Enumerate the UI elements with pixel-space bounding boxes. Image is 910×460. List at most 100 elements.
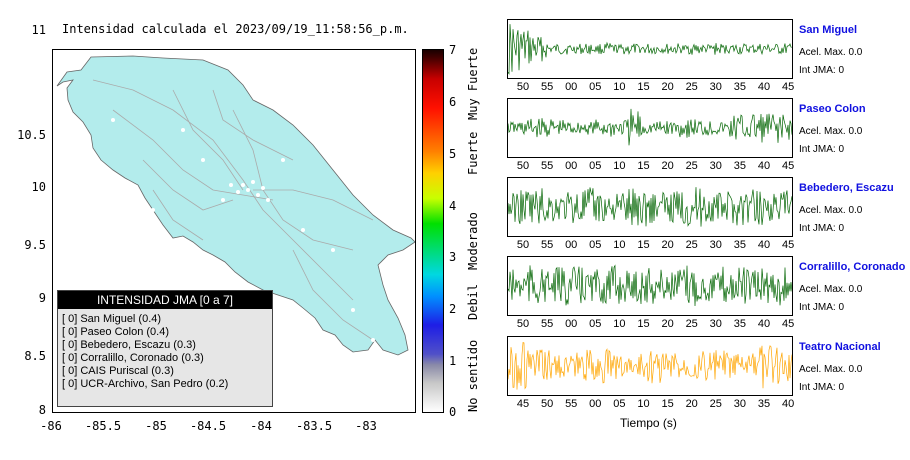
time-tick: 45: [781, 160, 795, 172]
time-tick: 45: [781, 239, 795, 251]
time-tick: 25: [709, 398, 722, 410]
intensity-legend: INTENSIDAD JMA [0 a 7] [ 0] San Miguel (…: [57, 290, 273, 407]
time-tick: 45: [516, 398, 530, 410]
page-title: Intensidad calculada el 2023/09/19_11:58…: [62, 22, 409, 36]
waveform-plot: [507, 341, 793, 390]
station-markers: [111, 118, 375, 342]
time-tick: 35: [733, 239, 747, 251]
time-tick: 40: [757, 81, 771, 93]
time-tick: 35: [733, 81, 747, 93]
time-tick: 05: [613, 398, 626, 410]
time-tick: 30: [709, 81, 722, 93]
colorbar-tick: 3: [449, 250, 457, 264]
time-tick-row: 45 50 55 00 05 10 15 20 25 30 35 40: [507, 398, 794, 412]
time-tick: 10: [613, 239, 626, 251]
time-tick: 40: [757, 318, 771, 330]
time-tick: 25: [685, 160, 698, 172]
legend-item: [ 0] UCR-Archivo, San Pedro (0.2): [62, 378, 229, 390]
time-tick: 50: [516, 239, 530, 251]
time-tick: 00: [565, 239, 578, 251]
costa-rica-landmass: [56, 55, 415, 356]
legend-item: [ 0] Paseo Colon (0.4): [62, 326, 170, 338]
colorbar-tick: 0: [449, 405, 457, 419]
time-tick: 05: [589, 160, 602, 172]
time-tick: 35: [733, 160, 747, 172]
costa-rica-map: [56, 55, 415, 356]
station-max-accel: Acel. Max. 0.0: [799, 284, 863, 295]
road-network: [92, 79, 374, 341]
time-tick: 25: [685, 81, 698, 93]
time-tick: 10: [613, 318, 626, 330]
y-tick: 8: [38, 403, 46, 417]
time-tick: 45: [781, 81, 795, 93]
time-tick: 00: [565, 318, 578, 330]
y-tick: 10: [31, 180, 46, 194]
time-tick: 25: [685, 239, 698, 251]
y-tick: 9.5: [24, 238, 46, 252]
time-tick: 35: [757, 398, 771, 410]
waveform-trace: [507, 264, 793, 307]
seismogram-panel: [507, 98, 793, 158]
colorbar-tick: 2: [449, 302, 457, 316]
time-tick: 15: [661, 398, 674, 410]
seismogram-panel: [507, 19, 793, 79]
time-tick: 30: [709, 160, 722, 172]
colorbar-label: Fuerte: [466, 131, 480, 175]
colorbar-tick: 6: [449, 95, 457, 109]
time-tick: 40: [757, 239, 771, 251]
x-tick: -85: [145, 419, 167, 433]
time-tick: 20: [661, 239, 674, 251]
time-tick: 30: [709, 318, 722, 330]
waveform-plot: [507, 108, 793, 146]
waveform-plot: [507, 264, 793, 307]
station-jma-intensity: Int JMA: 0: [799, 223, 845, 234]
time-tick: 15: [637, 81, 650, 93]
station-jma-intensity: Int JMA: 0: [799, 144, 845, 155]
time-tick: 30: [709, 239, 722, 251]
time-tick: 00: [565, 160, 578, 172]
time-tick-row: 50 55 00 05 10 15 20 25 30 35 40 45: [507, 160, 795, 174]
time-tick: 25: [685, 318, 698, 330]
time-axis-label: Tiempo (s): [620, 416, 677, 430]
time-tick: 20: [661, 81, 674, 93]
time-tick-row: 50 55 00 05 10 15 20 25 30 35 40 45: [507, 318, 795, 332]
station-name: Bebedero, Escazu: [799, 182, 894, 194]
y-tick: 8.5: [24, 349, 46, 363]
waveform-plot: [507, 24, 793, 75]
waveform-trace: [507, 108, 793, 146]
seismogram-panel: [507, 336, 793, 396]
station-max-accel: Acel. Max. 0.0: [799, 47, 863, 58]
time-tick: 20: [661, 160, 674, 172]
time-tick: 50: [516, 160, 530, 172]
station-jma-intensity: Int JMA: 0: [799, 302, 845, 313]
colorbar-tick: 7: [449, 43, 457, 57]
time-tick: 35: [733, 318, 747, 330]
time-tick: 15: [637, 239, 650, 251]
station-max-accel: Acel. Max. 0.0: [799, 364, 863, 375]
time-tick: 00: [565, 81, 578, 93]
time-tick: 05: [589, 81, 602, 93]
time-tick: 45: [781, 318, 795, 330]
colorbar-label: Muy Fuerte: [466, 47, 480, 120]
colorbar-label: No sentido: [466, 339, 480, 412]
station-max-accel: Acel. Max. 0.0: [799, 126, 863, 137]
x-tick: -86: [40, 419, 62, 433]
station-name: San Miguel: [799, 24, 858, 36]
time-tick: 55: [540, 239, 554, 251]
station-name: Corralillo, Coronado: [799, 261, 906, 273]
time-tick: 50: [516, 318, 530, 330]
time-tick: 50: [540, 398, 554, 410]
station-jma-intensity: Int JMA: 0: [799, 65, 845, 76]
waveform-trace: [507, 24, 793, 75]
time-tick: 55: [565, 398, 578, 410]
x-tick: -83: [355, 419, 377, 433]
colorbar-label: Debil: [466, 283, 480, 320]
time-tick: 20: [661, 318, 674, 330]
legend-item: [ 0] CAIS Puriscal (0.3): [62, 365, 174, 377]
y-tick: 11: [31, 23, 46, 37]
x-tick: -85.5: [84, 419, 122, 433]
station-max-accel: Acel. Max. 0.0: [799, 205, 863, 216]
colorbar-tick: 4: [449, 199, 457, 213]
seismogram-panel: [507, 256, 793, 316]
seismogram-panel: [507, 177, 793, 237]
